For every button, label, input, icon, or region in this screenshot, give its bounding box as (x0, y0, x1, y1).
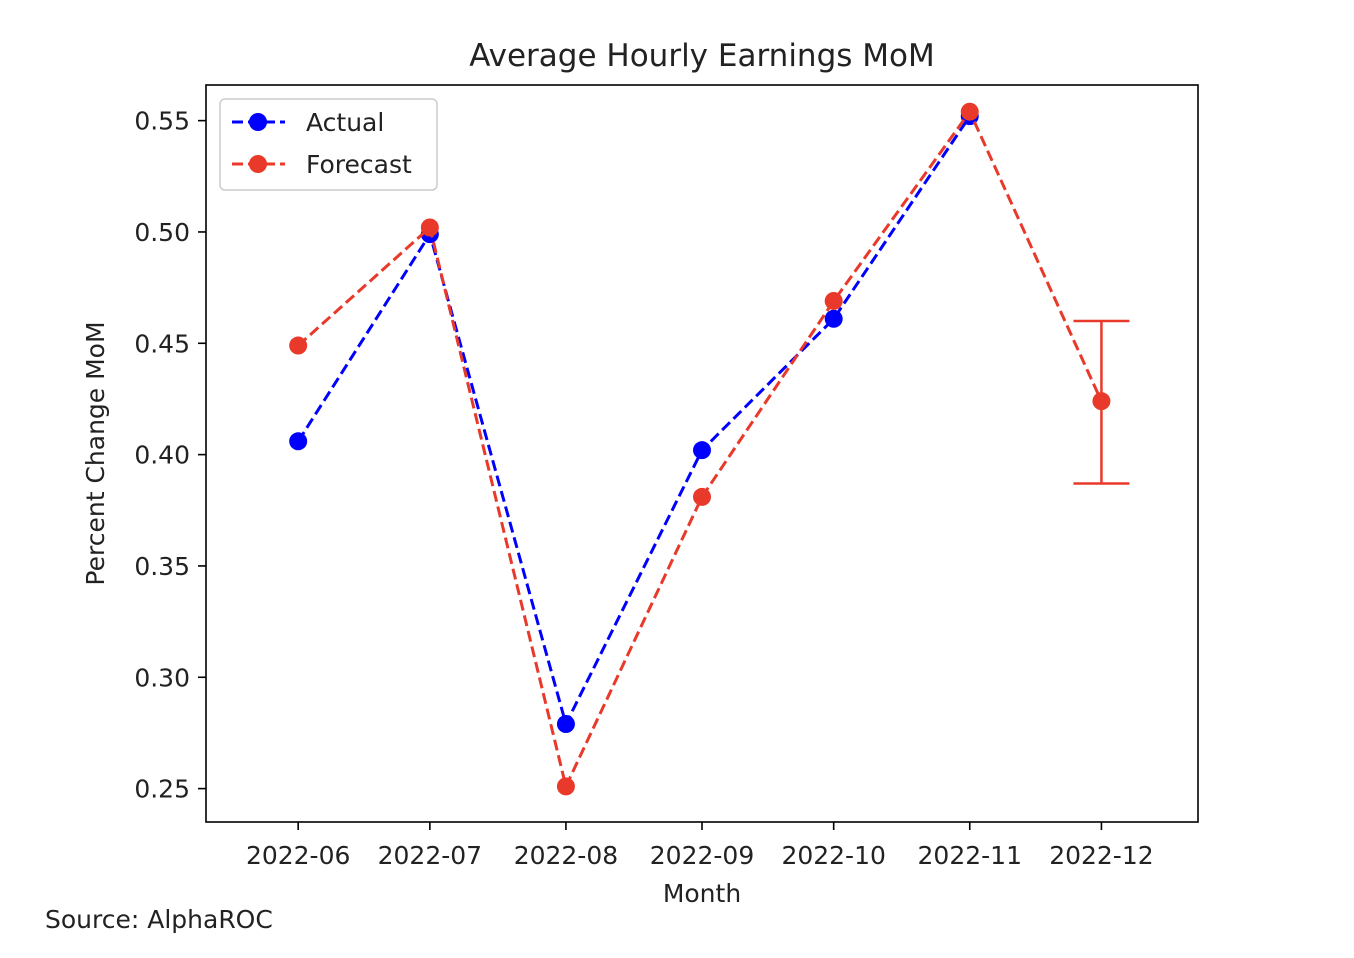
legend-marker-actual (249, 113, 267, 131)
legend: Actual Forecast (219, 98, 438, 191)
x-tick-label: 2022-10 (781, 841, 885, 870)
legend-item-forecast: Forecast (232, 150, 412, 179)
legend-label-actual: Actual (306, 108, 384, 137)
error-bar-layer (1073, 319, 1130, 485)
actual-data-point (289, 432, 308, 451)
y-tick-label: 0.30 (134, 663, 190, 692)
x-tick-label: 2022-11 (918, 841, 1022, 870)
actual-data-point (824, 309, 843, 328)
actual-data-point (693, 441, 711, 460)
forecast-data-point (289, 336, 308, 355)
legend-entries: Actual Forecast (232, 108, 412, 179)
y-tick-label: 0.55 (134, 107, 190, 136)
y-tick-label: 0.35 (134, 552, 190, 581)
y-tick-label: 0.40 (134, 441, 190, 470)
forecast-data-point (960, 102, 979, 121)
y-tick-label: 0.50 (134, 218, 190, 247)
x-tick-label: 2022-12 (1049, 841, 1153, 870)
x-axis-label: Month (663, 879, 741, 908)
forecast-data-point (420, 218, 439, 237)
actual-series-line (296, 115, 972, 729)
legend-label-forecast: Forecast (306, 150, 412, 179)
y-tick-label: 0.25 (134, 775, 190, 804)
y-axis-label: Percent Change MoM (81, 321, 110, 585)
forecast-data-point (824, 291, 843, 310)
forecast-data-point (556, 777, 575, 796)
series-layer (289, 102, 1111, 796)
actual-data-point (556, 715, 575, 734)
legend-marker-forecast (249, 155, 267, 173)
legend-item-actual: Actual (232, 108, 384, 137)
x-tick-label: 2022-08 (514, 841, 618, 870)
y-tick-label: 0.45 (134, 329, 190, 358)
forecast-data-point (693, 487, 711, 506)
x-axis: 2022-06 2022-07 2022-08 2022-09 2022-10 2022-… (246, 822, 1154, 870)
x-tick-label: 2022-06 (246, 841, 350, 870)
x-tick-label: 2022-09 (650, 841, 754, 870)
chart-title: Average Hourly Earnings MoM (469, 38, 934, 74)
x-tick-label: 2022-07 (378, 841, 482, 870)
y-axis: 0.25 0.30 0.35 0.40 0.45 0.50 0.55 (134, 107, 206, 804)
source-note: Source: AlphaROC (45, 905, 273, 934)
